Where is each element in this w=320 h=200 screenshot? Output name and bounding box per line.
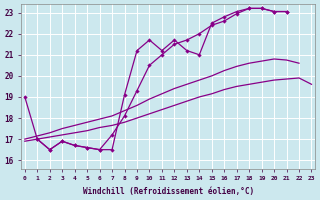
X-axis label: Windchill (Refroidissement éolien,°C): Windchill (Refroidissement éolien,°C) [83, 187, 254, 196]
